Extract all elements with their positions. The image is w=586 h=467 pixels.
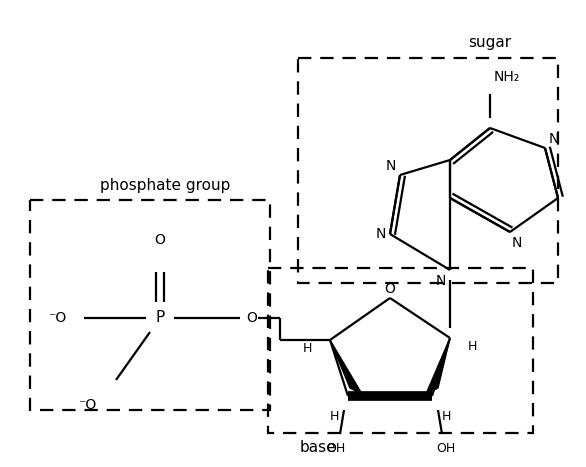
- Text: base: base: [300, 440, 336, 455]
- Text: OH: OH: [437, 442, 456, 455]
- Text: sugar: sugar: [468, 35, 512, 50]
- Polygon shape: [426, 338, 450, 394]
- Text: H: H: [302, 341, 312, 354]
- Text: phosphate group: phosphate group: [100, 178, 230, 193]
- Text: ⁻O: ⁻O: [78, 398, 96, 412]
- Text: N: N: [549, 132, 560, 146]
- Text: N: N: [512, 236, 522, 250]
- Text: N: N: [435, 274, 446, 288]
- Text: ⁻O: ⁻O: [47, 311, 66, 325]
- Text: O: O: [384, 282, 396, 296]
- Text: H: H: [441, 410, 451, 423]
- Polygon shape: [330, 340, 362, 394]
- Text: O: O: [246, 311, 257, 325]
- Text: NH₂: NH₂: [494, 70, 520, 84]
- Text: P: P: [155, 311, 165, 325]
- Text: H: H: [329, 410, 339, 423]
- Text: N: N: [386, 159, 396, 173]
- Text: H: H: [468, 340, 478, 353]
- Text: O: O: [155, 233, 165, 247]
- Text: OH: OH: [326, 442, 346, 455]
- Text: N: N: [376, 227, 386, 241]
